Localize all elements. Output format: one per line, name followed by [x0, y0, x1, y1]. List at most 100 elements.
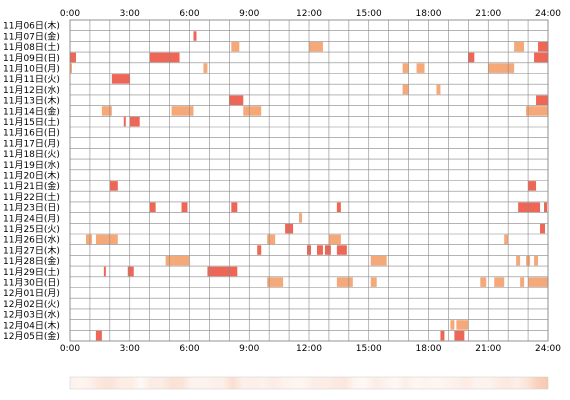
row-label: 11月30日(日): [3, 278, 60, 289]
activity-block: [149, 52, 180, 63]
x-tick-label: 12:00: [296, 344, 322, 354]
row-label: 11月12日(水): [3, 84, 60, 96]
activity-block: [95, 330, 102, 341]
activity-block: [454, 330, 465, 341]
x-tick-label: 6:00: [179, 344, 199, 354]
activity-block: [231, 202, 238, 212]
row-label: 11月16日(日): [3, 128, 60, 139]
row-label: 11月17日(月): [3, 138, 60, 149]
activity-block: [514, 42, 525, 52]
activity-block: [324, 245, 331, 255]
activity-block: [416, 63, 425, 73]
activity-block: [544, 202, 548, 212]
row-label: 12月01日(月): [3, 288, 60, 299]
x-tick-label: 6:00: [179, 9, 199, 19]
activity-block: [540, 223, 546, 234]
activity-block: [336, 202, 341, 212]
activity-block: [534, 52, 548, 63]
row-label: 11月15日(土): [3, 116, 60, 128]
row-label: 11月06日(木): [3, 20, 60, 32]
activity-block: [468, 52, 475, 63]
activity-block: [299, 213, 303, 223]
activity-block: [504, 234, 509, 245]
x-tick-label: 9:00: [239, 9, 259, 19]
row-label: 11月14日(金): [3, 105, 60, 117]
row-label: 11月07日(金): [3, 30, 60, 42]
activity-block: [402, 63, 409, 73]
row-label: 11月24日(月): [3, 213, 60, 224]
activity-block: [402, 84, 409, 95]
activity-block: [95, 234, 118, 245]
activity-block: [101, 106, 112, 116]
x-tick-label: 3:00: [120, 9, 140, 19]
row-label: 11月19日(水): [3, 159, 60, 171]
activity-block: [336, 245, 347, 255]
row-label: 11月22日(土): [3, 191, 60, 203]
activity-block: [103, 266, 106, 277]
activity-block: [173, 256, 190, 266]
activity-block: [267, 277, 284, 287]
x-tick-label: 15:00: [356, 9, 382, 19]
activity-block: [257, 245, 262, 255]
x-tick-label: 24:00: [535, 344, 561, 354]
activity-block: [370, 277, 377, 287]
row-label: 11月20日(木): [3, 170, 60, 182]
activity-block: [450, 320, 455, 330]
activity-block: [149, 202, 156, 212]
x-tick-label: 21:00: [475, 9, 501, 19]
activity-block: [336, 277, 353, 287]
activity-block: [370, 256, 387, 266]
activity-block: [456, 320, 469, 330]
row-label: 11月26日(水): [3, 234, 60, 246]
row-label: 12月05日(金): [3, 330, 60, 342]
activity-block: [231, 42, 240, 52]
activity-block: [528, 181, 537, 191]
row-label: 11月09日(日): [3, 53, 60, 64]
activity-block: [70, 52, 76, 63]
activity-block: [243, 106, 262, 116]
activity-summary-strip: [69, 376, 549, 390]
activity-block: [181, 202, 188, 212]
activity-block: [109, 181, 118, 191]
row-label: 11月23日(日): [3, 203, 60, 214]
activity-block: [440, 330, 445, 341]
activity-block: [538, 42, 548, 52]
x-tick-label: 18:00: [416, 9, 442, 19]
activity-block: [520, 277, 525, 287]
row-label: 11月21日(金): [3, 180, 60, 192]
activity-block: [328, 234, 341, 245]
activity-block: [85, 234, 92, 245]
activity-block: [267, 234, 276, 245]
activity-block: [70, 63, 72, 73]
row-label: 11月25日(火): [3, 224, 60, 235]
row-labels: 11月06日(木)11月07日(金)11月08日(土)11月09日(日)11月1…: [3, 20, 60, 342]
activity-block: [193, 31, 197, 41]
activity-block: [480, 277, 487, 287]
activity-block: [111, 74, 130, 84]
activity-blocks: [70, 31, 548, 341]
x-tick-label: 24:00: [535, 9, 561, 19]
row-label: 11月29日(土): [3, 266, 60, 278]
row-label: 11月08日(土): [3, 41, 60, 53]
activity-block: [316, 245, 323, 255]
plot-border: [69, 19, 549, 342]
x-tick-label: 0:00: [60, 344, 80, 354]
activity-block: [123, 116, 126, 127]
activity-block: [528, 277, 548, 287]
row-label: 11月28日(金): [3, 255, 60, 267]
activity-block: [536, 95, 548, 105]
grid-lines: [69, 19, 549, 342]
x-tick-label: 15:00: [356, 344, 382, 354]
row-label: 12月02日(火): [3, 299, 60, 310]
row-label: 11月11日(火): [3, 74, 60, 85]
activity-block: [129, 116, 140, 127]
row-label: 11月27日(木): [3, 244, 60, 256]
activity-block: [203, 63, 208, 73]
activity-block: [207, 266, 238, 277]
activity-block: [127, 266, 134, 277]
row-label: 12月04日(木): [3, 319, 60, 331]
row-label: 11月10日(月): [3, 64, 60, 75]
activity-block: [171, 106, 194, 116]
activity-block: [534, 256, 539, 266]
